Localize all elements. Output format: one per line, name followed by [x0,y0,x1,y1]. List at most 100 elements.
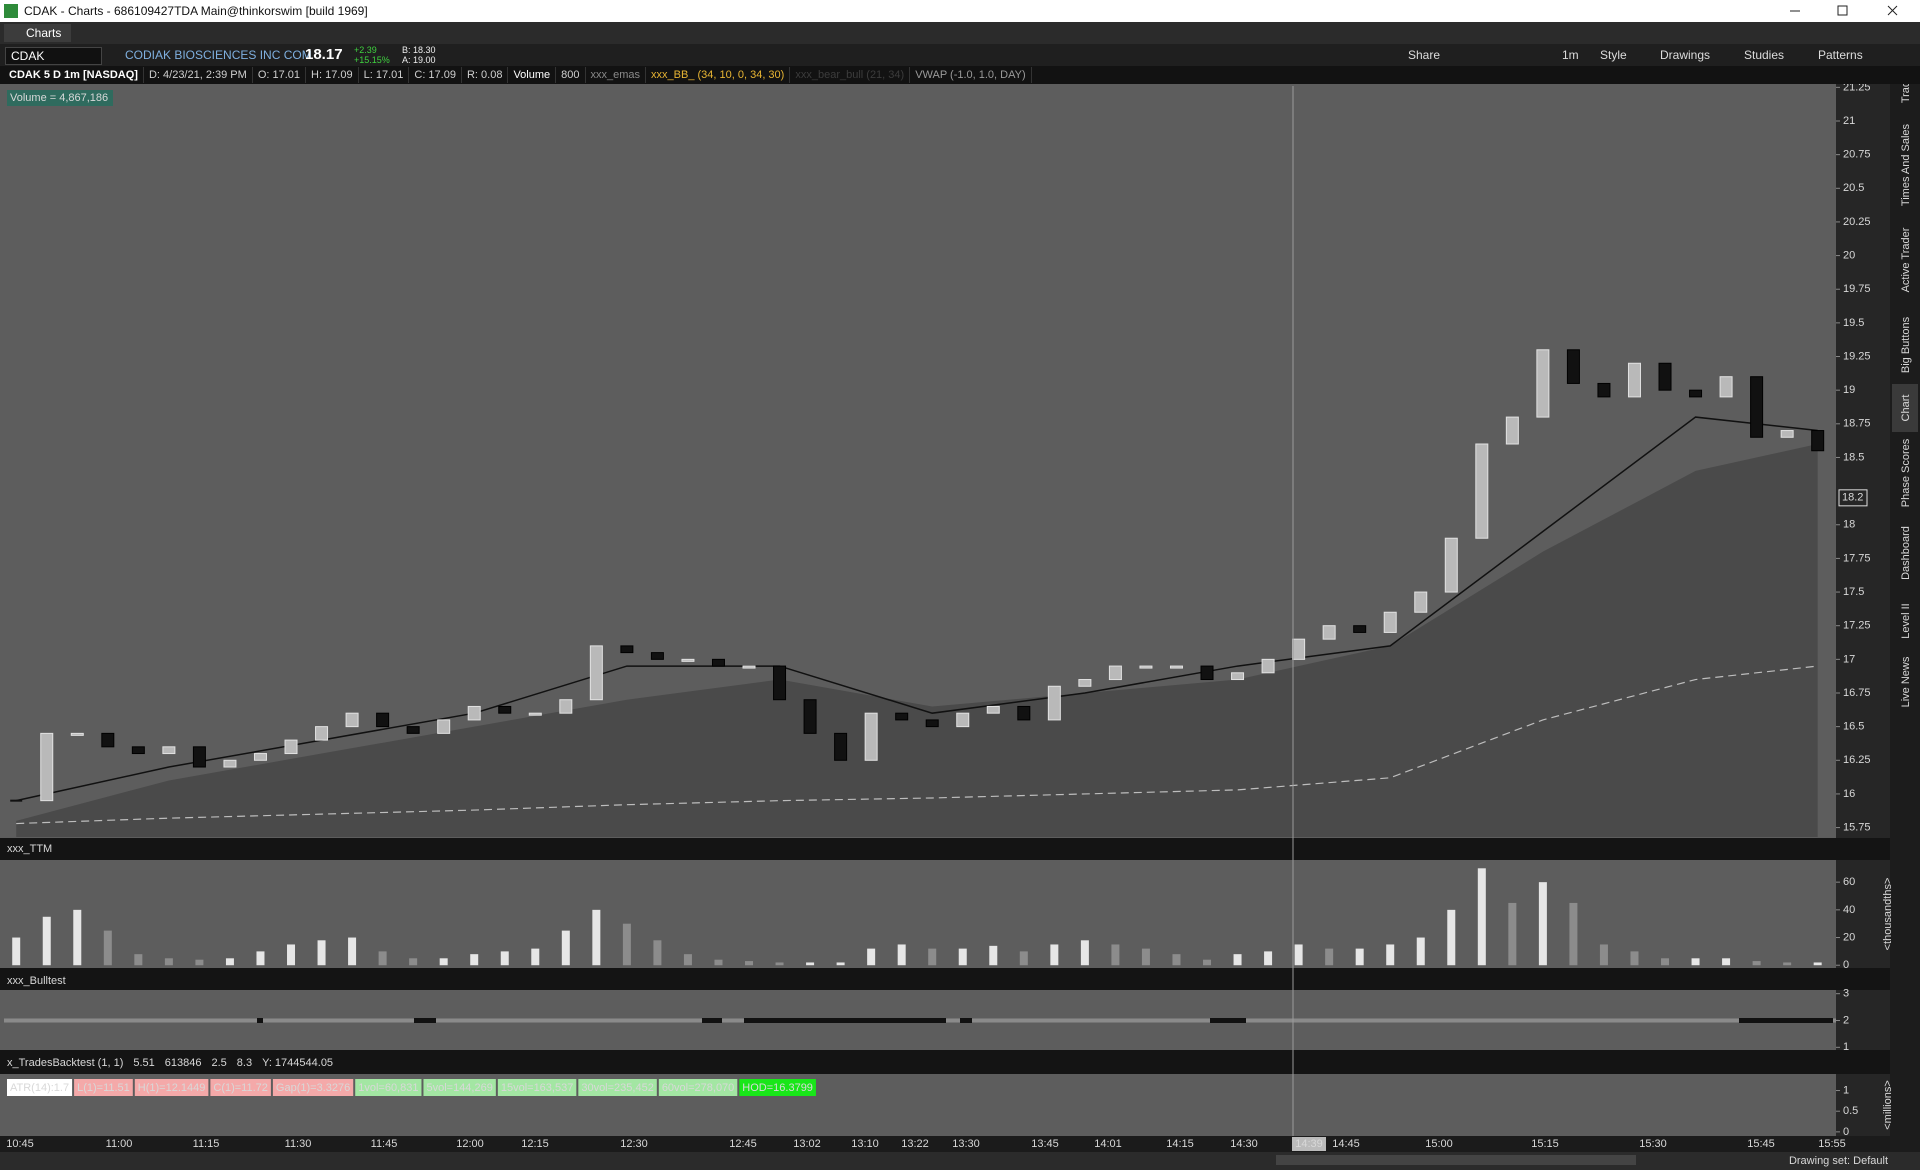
x-tick-label: 15:15 [1531,1138,1559,1150]
toolbar-button[interactable]: Share [1408,48,1441,62]
badge-label: ATR(14):1.7 [10,1082,69,1094]
percent-change: +15.15% [354,55,390,65]
histogram-bar [348,937,357,966]
candle [711,658,725,667]
y-tick-label: 1 [1843,1084,1849,1096]
histogram-bar [1661,958,1670,966]
y-tick-label: 19.25 [1843,350,1871,362]
histogram-bar [1355,948,1364,966]
tab-bar: Charts [0,22,1920,44]
axis-unit: <millions> [1882,1080,1894,1130]
histogram-bar [1416,937,1425,966]
y-tick-label: 15.75 [1843,821,1871,833]
histogram-bar [714,959,723,966]
aggregation-button[interactable]: 1m [1562,48,1579,62]
candle [1414,591,1428,613]
sidebar-tab[interactable]: Chart [1900,395,1912,422]
badge [578,1079,657,1096]
candle [1566,349,1580,384]
badge-label: H(1)=12.1449 [138,1082,206,1094]
histogram-bar [745,961,754,966]
title-bar: CDAK - Charts - 686109427TDA Main@thinko… [0,0,1920,22]
histogram-bar [1294,944,1303,966]
toolbar: CDAK CODIAK BIOSCIENCES INC COM 18.17 +2… [0,44,1920,66]
candle [1750,376,1764,438]
x-tick-label: 13:30 [952,1138,980,1150]
histogram-bar [1813,962,1822,966]
y-tick-label: 20 [1843,249,1855,261]
header-field: CDAK 5 D 1m [NASDAQ] [4,67,144,83]
candle [1292,638,1306,660]
last-price: 18.17 [305,46,343,63]
toolbar-button[interactable]: Patterns [1818,48,1863,62]
y-tick-label: 16 [1843,788,1855,800]
net-change: +2.39 [354,45,377,55]
candle [559,699,573,714]
histogram-bar [439,958,448,966]
sidebar-tab[interactable]: Active Trader [1900,227,1912,292]
histogram-bar [12,937,21,966]
x-tick-label: 15:00 [1425,1138,1453,1150]
backtest-field: 5.51 [133,1057,154,1069]
histogram-bar [134,954,143,966]
volume-label-bg [7,90,113,106]
badge [423,1079,496,1096]
badge [74,1079,133,1096]
x-tick-label: 12:15 [521,1138,549,1150]
candle [1658,362,1672,391]
panel-divider [0,1050,1890,1074]
candle [162,746,176,755]
candle [1811,430,1825,452]
histogram-bar [1325,948,1334,966]
sidebar-tab[interactable]: Live News [1900,656,1912,707]
backtest-field: x_TradesBacktest (1, 1) [7,1057,123,1069]
close[interactable] [1887,5,1898,16]
cursor-time: 14:39 [1295,1138,1323,1150]
symbol-box[interactable]: CDAK [5,47,102,65]
histogram-bar [1264,951,1273,966]
header-field: C: 17.09 [409,67,462,83]
restore[interactable] [1837,5,1848,16]
candle [1719,376,1733,398]
y-tick-label: 16.5 [1843,721,1864,733]
x-tick-label: 13:02 [793,1138,821,1150]
sidebar-tab[interactable]: Dashboard [1900,526,1912,580]
histogram-bar [592,909,601,966]
window-title: CDAK - Charts - 686109427TDA Main@thinko… [24,4,368,18]
toolbar-button[interactable]: Drawings [1660,48,1711,62]
candle [1108,665,1122,681]
histogram-bar [1019,951,1028,966]
histogram-bar [1386,944,1395,966]
candle [253,753,267,761]
candle [498,705,512,714]
candle [925,719,939,728]
histogram-bar [1630,951,1639,966]
candle [1597,382,1611,398]
candle [1780,430,1794,438]
histogram-bar [470,954,479,966]
badge-label: 5vol=144,269 [426,1082,492,1094]
sidebar-tab[interactable]: Times And Sales [1900,123,1912,206]
x-tick-label: 14:45 [1332,1138,1360,1150]
sidebar-tab[interactable]: Big Buttons [1900,316,1912,373]
sidebar-tab[interactable]: Level II [1900,603,1912,638]
bid: B: 18.30 [402,45,436,55]
toolbar-button[interactable]: Style [1600,48,1627,62]
volume-label: Volume = 4,867,186 [10,92,108,104]
histogram-bar [1691,958,1700,966]
histogram-bar [928,948,937,966]
y-tick-label: 18 [1843,519,1855,531]
y-tick-label: 20.75 [1843,149,1871,161]
toolbar-button[interactable]: Studies [1744,48,1785,62]
candle [1322,625,1336,640]
candle [986,705,1000,714]
candle [1169,665,1183,669]
charts-tab[interactable]: Charts [4,24,72,42]
sidebar-tab[interactable]: Phase Scores [1900,438,1912,507]
histogram-bar [409,958,418,966]
candle [1200,665,1214,681]
app-icon [4,4,18,18]
histogram-bar [73,909,82,966]
histogram-bar [1538,882,1547,966]
